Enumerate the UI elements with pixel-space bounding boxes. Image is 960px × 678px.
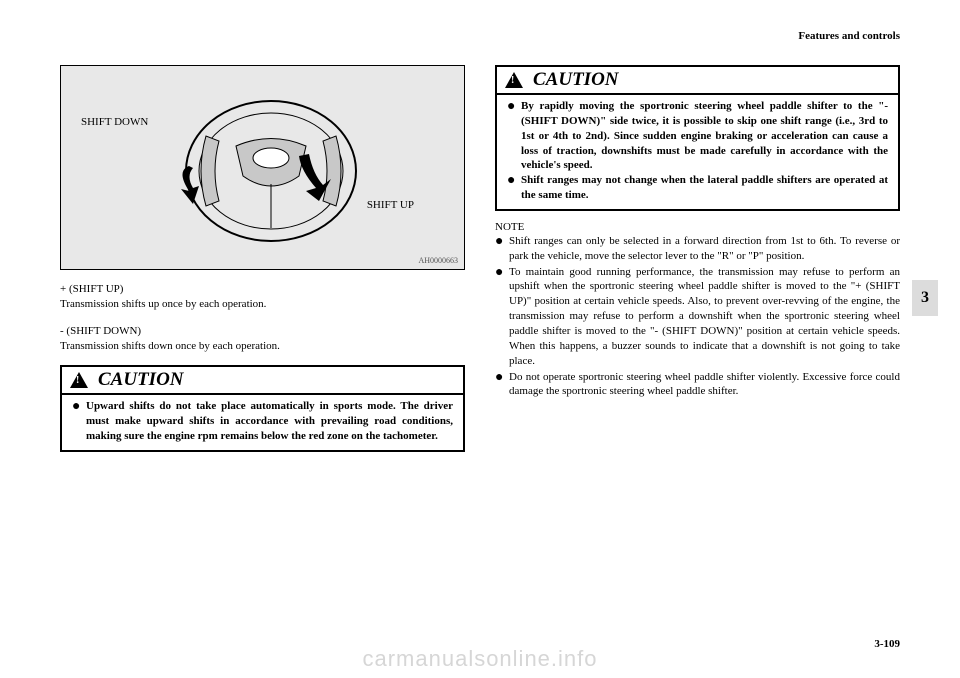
note-item: ● Do not operate sportronic steering whe… (495, 370, 900, 400)
chapter-tab: 3 (912, 280, 938, 316)
bullet-icon: ● (495, 234, 509, 264)
right-column: CAUTION ● By rapidly moving the sportron… (495, 65, 900, 452)
caution-header: CAUTION (497, 67, 898, 95)
left-column: SHIFT DOWN SHIFT UP AH0 (60, 65, 465, 452)
shift-down-text: Transmission shifts down once by each op… (60, 339, 465, 354)
steering-wheel-icon (171, 86, 371, 256)
warning-triangle-icon (505, 72, 523, 88)
bullet-icon: ● (507, 99, 521, 173)
note-text: To maintain good running performance, th… (509, 265, 900, 369)
manual-page: Features and controls SHIFT DOWN (0, 0, 960, 678)
section-header: Features and controls (798, 30, 900, 42)
caution-box-2: CAUTION ● By rapidly moving the sportron… (495, 65, 900, 211)
caution-title: CAUTION (533, 69, 619, 91)
watermark: carmanualsonline.info (0, 646, 960, 672)
bullet-icon: ● (507, 173, 521, 203)
caution-text: Upward shifts do not take place automati… (86, 399, 453, 444)
figure-label-shift-down: SHIFT DOWN (81, 116, 148, 128)
caution-text: Shift ranges may not change when the lat… (521, 173, 888, 203)
page-number: 3-109 (874, 638, 900, 650)
figure-label-shift-up: SHIFT UP (367, 199, 414, 211)
shift-down-title: - (SHIFT DOWN) (60, 324, 465, 339)
steering-wheel-figure: SHIFT DOWN SHIFT UP AH0 (60, 65, 465, 270)
caution-title: CAUTION (98, 369, 184, 391)
shift-up-text: Transmission shifts up once by each oper… (60, 297, 465, 312)
caution-item: ● By rapidly moving the sportronic steer… (507, 99, 888, 173)
caution-box-1: CAUTION ● Upward shifts do not take plac… (60, 365, 465, 452)
figure-code: AH0000663 (418, 256, 458, 265)
caution-item: ● Shift ranges may not change when the l… (507, 173, 888, 203)
caution-item: ● Upward shifts do not take place automa… (72, 399, 453, 444)
note-item: ● Shift ranges can only be selected in a… (495, 234, 900, 264)
note-item: ● To maintain good running performance, … (495, 265, 900, 369)
warning-triangle-icon (70, 372, 88, 388)
bullet-icon: ● (495, 370, 509, 400)
content-columns: SHIFT DOWN SHIFT UP AH0 (60, 65, 900, 452)
caution-body-1: ● Upward shifts do not take place automa… (62, 395, 463, 450)
caution-body-2: ● By rapidly moving the sportronic steer… (497, 95, 898, 209)
note-list: ● Shift ranges can only be selected in a… (495, 234, 900, 399)
shift-up-title: + (SHIFT UP) (60, 282, 465, 297)
note-text: Do not operate sportronic steering wheel… (509, 370, 900, 400)
note-label: NOTE (495, 221, 900, 233)
bullet-icon: ● (72, 399, 86, 444)
caution-header: CAUTION (62, 367, 463, 395)
bullet-icon: ● (495, 265, 509, 369)
note-text: Shift ranges can only be selected in a f… (509, 234, 900, 264)
caution-text: By rapidly moving the sportronic steerin… (521, 99, 888, 173)
